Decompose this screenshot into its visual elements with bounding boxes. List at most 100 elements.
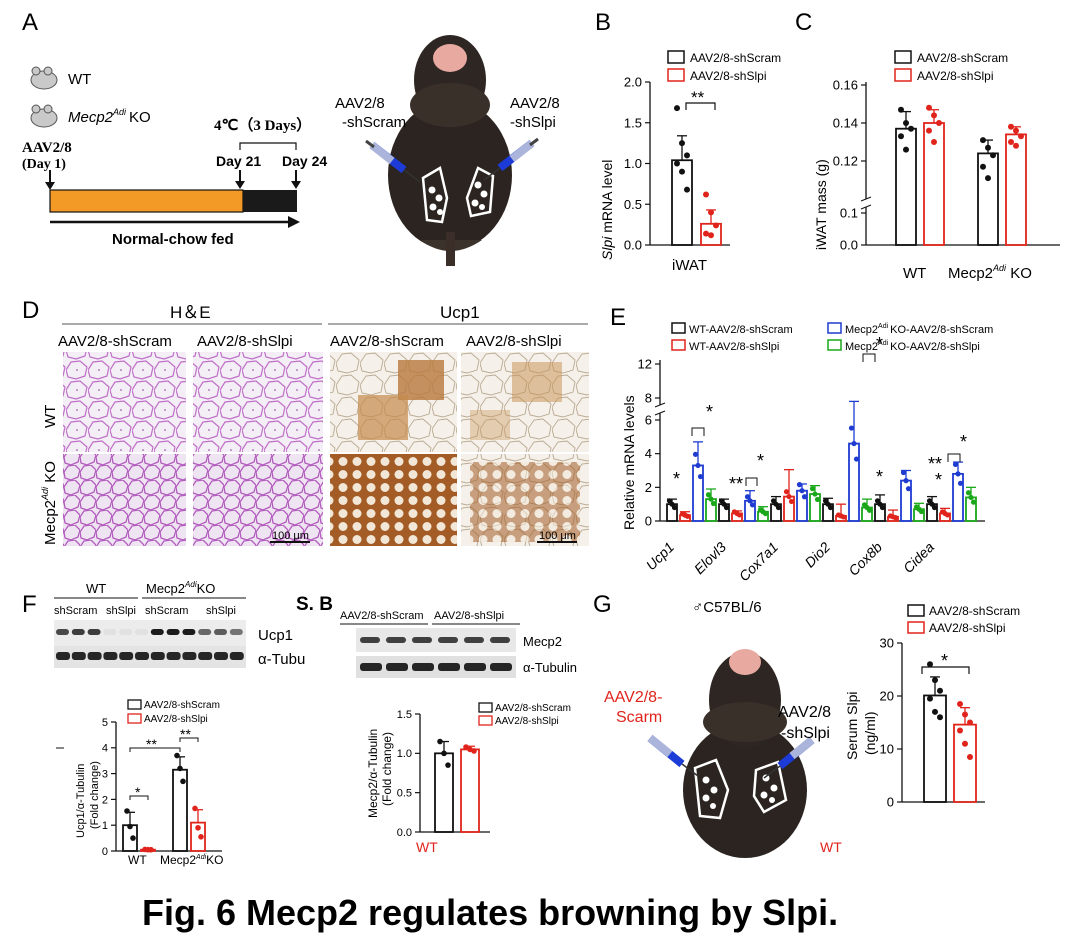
col-4: AAV2/8-shSlpi [466, 333, 562, 350]
data-point [198, 834, 204, 840]
panel-b-label: B [595, 9, 611, 36]
blot-band [214, 652, 228, 660]
y-tick-label: 0 [102, 846, 108, 858]
data-point [684, 152, 690, 159]
data-point [980, 137, 986, 144]
data-point [692, 451, 699, 457]
timeline-label: Normal-chow fed [112, 231, 234, 248]
blot-band [198, 629, 212, 635]
data-point [679, 168, 685, 175]
left-label-1: AAV2/8- [604, 689, 662, 706]
data-point [177, 765, 183, 772]
chart-b: 0.0 0.5 1.0 1.5 2.0 [624, 75, 730, 253]
y-axis-label-2: (Fold change) [380, 732, 394, 806]
y-tick-label: 1.0 [624, 156, 642, 171]
band-mecp2: Mecp2 [523, 634, 562, 649]
right-label-2: -shSlpi [781, 725, 830, 742]
y-tick-label: 1.0 [397, 748, 412, 760]
data-point [148, 846, 154, 853]
data-point [937, 714, 943, 721]
data-point [697, 473, 704, 480]
blot-band [214, 629, 227, 635]
data-point [180, 778, 186, 785]
data-point [967, 719, 973, 726]
data-point [955, 471, 961, 477]
blot-band [360, 637, 380, 643]
bar [692, 464, 704, 522]
blot-band [229, 629, 243, 635]
blot-band [135, 629, 148, 635]
blot-band [150, 629, 164, 635]
sig-label: * [876, 334, 883, 354]
data-point [903, 478, 909, 484]
col-3: AAV2/8-shScram [330, 333, 444, 350]
data-point [124, 808, 130, 814]
x-tick-label: Cox8b [845, 539, 885, 579]
blot-tubulin [356, 656, 516, 678]
data-point [814, 496, 821, 503]
aav-title: AAV2/8 [22, 140, 72, 156]
sig-bracket [129, 747, 181, 752]
sig-bracket [947, 453, 961, 462]
legend-wt-scram: WT-AAV2/8-shScram [689, 324, 793, 336]
data-point [898, 133, 904, 140]
panel-d: D H＆E Ucp1 AAV2/8-shScram AAV2/8-shSlpi … [22, 297, 589, 546]
bar [460, 748, 480, 833]
legend-ko: Mecp2Adi KO [68, 107, 151, 126]
data-point [471, 748, 477, 754]
panel-g: G ♂C57BL/6 AAV2/8- Scarm AAV2/8 [593, 591, 1020, 858]
data-point [1018, 133, 1024, 140]
blot-band [386, 663, 408, 671]
y-tick-label: 30 [880, 636, 894, 651]
data-point [853, 456, 860, 462]
wt-label: WT [820, 839, 842, 855]
right-label-1: AAV2/8 [778, 704, 831, 721]
blot-tubulin [54, 646, 246, 668]
blot-band [166, 652, 181, 660]
data-point [674, 105, 680, 112]
lane-4: shSlpi [206, 605, 236, 617]
histology-he-ko-scram [63, 454, 186, 546]
data-point [783, 489, 790, 495]
scale-bar-left: 100 μm [272, 530, 309, 542]
data-point [1013, 142, 1019, 149]
panel-sb: S. B AAV2/8-shScram AAV2/8-shSlpi Mecp2 … [296, 594, 577, 855]
data-point [674, 160, 680, 167]
legend-slpi: AAV2/8-shSlpi [690, 69, 766, 83]
data-point [879, 504, 886, 511]
data-point [900, 469, 907, 476]
legend-ko-scram: Mecp2Adi KO-AAV2/8-shScram [845, 323, 993, 336]
data-point [980, 163, 986, 170]
data-point [927, 695, 933, 702]
x-tick-label: Cox7a1 [736, 539, 781, 584]
data-point [892, 515, 899, 521]
data-point [926, 127, 932, 134]
data-point [762, 510, 769, 517]
histology-he-wt-scram [63, 352, 186, 452]
x-tick-label: Dio2 [801, 539, 833, 571]
bar [895, 127, 917, 246]
data-point [985, 144, 991, 151]
y-tick-label: 0 [887, 795, 894, 810]
y-tick-label: 0.1 [840, 206, 858, 221]
panel-sb-label: S. B [296, 594, 333, 615]
y-tick-label: 0.12 [833, 154, 858, 169]
figure-caption: Fig. 6 Mecp2 regulates browning by Slpi. [142, 892, 838, 933]
x-tick-label: Elovl3 [691, 539, 729, 577]
blot-band [103, 652, 118, 660]
data-point [903, 120, 909, 126]
blot-band [386, 637, 406, 643]
bar [1005, 133, 1027, 246]
sig-label: * [135, 784, 141, 800]
ucp1-title: Ucp1 [440, 303, 480, 322]
legend-scram: AAV2/8-shScram [929, 604, 1020, 618]
scale-bar-right: 100 μm [539, 530, 576, 542]
data-point [441, 750, 447, 757]
blot-band [464, 637, 484, 643]
lane-scram: AAV2/8-shScram [340, 610, 424, 622]
y-tick-label: 0.0 [840, 238, 858, 253]
blot-ucp1 [54, 620, 246, 646]
syringe-icon [647, 734, 699, 777]
strain-label: ♂C57BL/6 [692, 599, 762, 616]
